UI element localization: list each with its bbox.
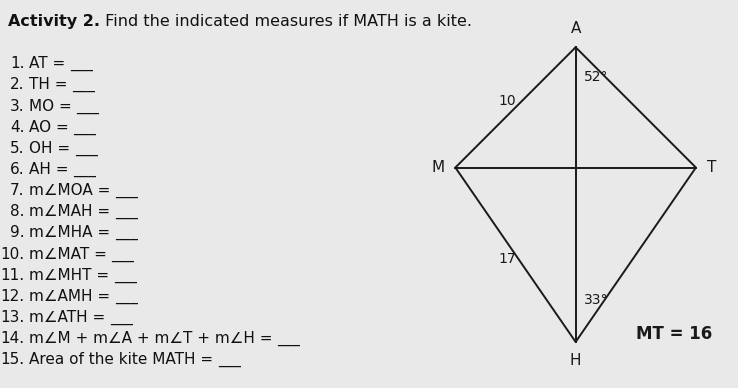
- Text: T: T: [707, 160, 716, 175]
- Text: A: A: [570, 21, 581, 36]
- Text: MO =: MO =: [29, 99, 77, 114]
- Text: AO =: AO =: [29, 120, 73, 135]
- Text: ___: ___: [277, 331, 300, 346]
- Text: ___: ___: [73, 120, 96, 135]
- Text: ___: ___: [115, 204, 138, 219]
- Text: AO =: AO =: [29, 120, 73, 135]
- Text: ___: ___: [70, 56, 93, 71]
- Text: ___: ___: [111, 247, 134, 262]
- Text: m∠MHT =: m∠MHT =: [29, 268, 114, 283]
- Text: 7.: 7.: [10, 183, 24, 198]
- Text: ___: ___: [115, 183, 138, 198]
- Text: m∠AMH =: m∠AMH =: [29, 289, 115, 304]
- Text: TH =: TH =: [29, 78, 72, 92]
- Text: 12.: 12.: [0, 289, 24, 304]
- Text: OH =: OH =: [29, 141, 75, 156]
- Text: m∠MAT =: m∠MAT =: [29, 247, 111, 262]
- Text: MT = 16: MT = 16: [636, 324, 712, 343]
- Text: m∠MAH =: m∠MAH =: [29, 204, 115, 219]
- Text: ___: ___: [115, 289, 138, 304]
- Text: 4.: 4.: [10, 120, 24, 135]
- Text: m∠MOA =: m∠MOA =: [29, 183, 115, 198]
- Text: 1.: 1.: [10, 56, 24, 71]
- Text: M: M: [432, 160, 444, 175]
- Text: 3.: 3.: [10, 99, 24, 114]
- Text: 5.: 5.: [10, 141, 24, 156]
- Text: 15.: 15.: [0, 352, 24, 367]
- Text: Area of the kite MATH =: Area of the kite MATH =: [29, 352, 218, 367]
- Text: Activity 2.: Activity 2.: [8, 14, 100, 29]
- Text: m∠MHA =: m∠MHA =: [29, 225, 115, 241]
- Text: 10.: 10.: [0, 247, 24, 262]
- Text: H: H: [570, 353, 582, 368]
- Text: 14.: 14.: [0, 331, 24, 346]
- Text: 33°: 33°: [584, 293, 609, 307]
- Text: ___: ___: [73, 162, 96, 177]
- Text: 11.: 11.: [0, 268, 24, 283]
- Text: ___: ___: [115, 225, 138, 241]
- Text: TH =: TH =: [29, 78, 72, 92]
- Text: ___: ___: [75, 141, 97, 156]
- Text: m∠MAT =: m∠MAT =: [29, 247, 111, 262]
- Text: m∠ATH =: m∠ATH =: [29, 310, 110, 325]
- Text: m∠MAH =: m∠MAH =: [29, 204, 115, 219]
- Text: ___: ___: [110, 310, 133, 325]
- Text: m∠M + m∠A + m∠T + m∠H =: m∠M + m∠A + m∠T + m∠H =: [29, 331, 277, 346]
- Text: m∠MHT =: m∠MHT =: [29, 268, 114, 283]
- Text: 9.: 9.: [10, 225, 24, 241]
- Text: ___: ___: [77, 99, 100, 114]
- Text: 10: 10: [498, 94, 516, 108]
- Text: ___: ___: [72, 78, 95, 92]
- Text: AT =: AT =: [29, 56, 70, 71]
- Text: m∠AMH =: m∠AMH =: [29, 289, 115, 304]
- Text: Area of the kite MATH =: Area of the kite MATH =: [29, 352, 218, 367]
- Text: m∠MOA =: m∠MOA =: [29, 183, 115, 198]
- Text: 6.: 6.: [10, 162, 24, 177]
- Text: ___: ___: [218, 352, 241, 367]
- Text: AT =: AT =: [29, 56, 70, 71]
- Text: OH =: OH =: [29, 141, 75, 156]
- Text: Find the indicated measures if MATH is a kite.: Find the indicated measures if MATH is a…: [100, 14, 472, 29]
- Text: m∠M + m∠A + m∠T + m∠H =: m∠M + m∠A + m∠T + m∠H =: [29, 331, 277, 346]
- Text: m∠ATH =: m∠ATH =: [29, 310, 110, 325]
- Text: m∠MHA =: m∠MHA =: [29, 225, 115, 241]
- Text: 8.: 8.: [10, 204, 24, 219]
- Text: AH =: AH =: [29, 162, 73, 177]
- Text: 13.: 13.: [0, 310, 24, 325]
- Text: AH =: AH =: [29, 162, 73, 177]
- Text: 2.: 2.: [10, 78, 24, 92]
- Text: 52°: 52°: [584, 70, 609, 84]
- Text: MO =: MO =: [29, 99, 77, 114]
- Text: 17: 17: [498, 252, 516, 266]
- Text: ___: ___: [114, 268, 137, 283]
